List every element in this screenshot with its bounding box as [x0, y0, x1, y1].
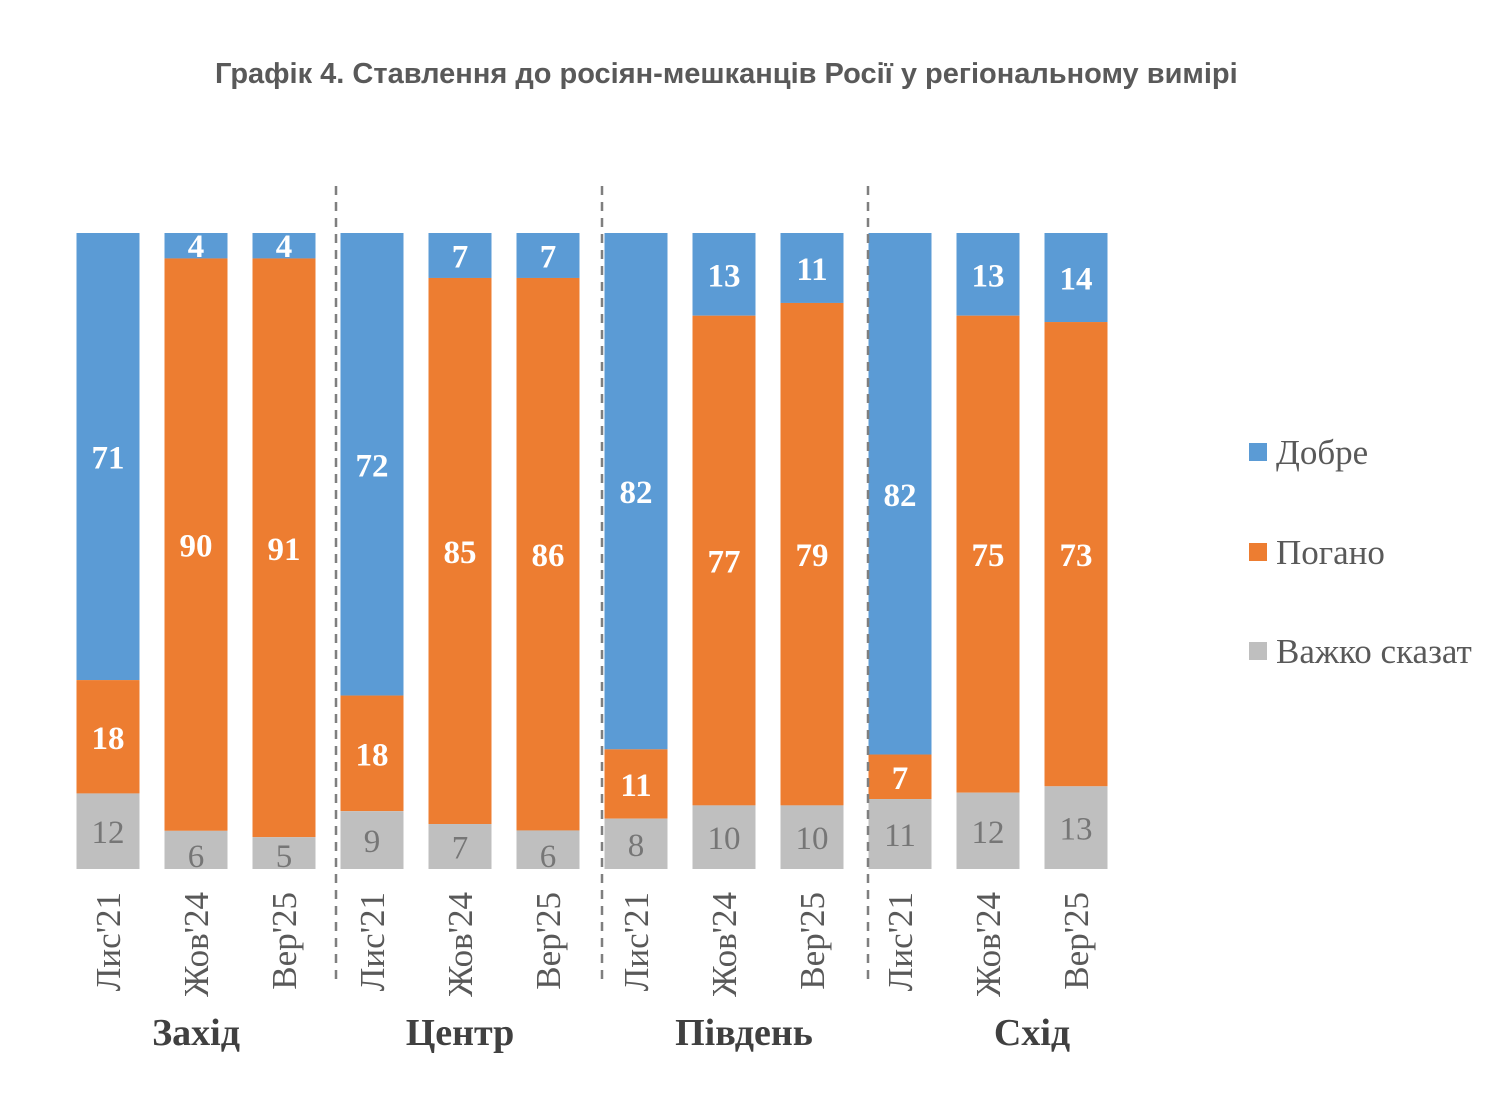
data-label: 82	[884, 478, 917, 514]
data-label: 14	[1060, 262, 1093, 298]
data-label: 6	[188, 839, 205, 875]
bar-segment-good-7	[692, 233, 756, 316]
data-label: 75	[972, 538, 1005, 574]
category-label: Лис'21	[89, 892, 128, 991]
data-label: 77	[708, 545, 741, 581]
bar-segment-hard-11	[1044, 786, 1108, 869]
data-label: 11	[796, 252, 827, 288]
data-label: 12	[972, 815, 1005, 851]
data-label: 18	[92, 721, 125, 757]
bar-segment-hard-4	[428, 824, 492, 869]
group-label: Центр	[406, 1012, 515, 1054]
data-label: 10	[796, 821, 829, 857]
data-label: 91	[268, 532, 301, 568]
bar-segment-hard-6	[604, 818, 668, 869]
bar-segment-hard-7	[692, 805, 756, 869]
category-label: Вер'25	[265, 892, 304, 990]
data-label: 86	[532, 538, 565, 574]
data-label: 12	[92, 815, 125, 851]
category-label: Вер'25	[1057, 892, 1096, 990]
bar-segment-good-9	[868, 233, 932, 755]
bar-segment-hard-9	[868, 799, 932, 869]
data-label: 4	[276, 229, 293, 265]
legend-label: Погано	[1276, 533, 1385, 572]
data-label: 71	[92, 441, 125, 477]
data-label: 4	[188, 229, 205, 265]
category-label: Вер'25	[529, 892, 568, 990]
data-label: 18	[356, 737, 389, 773]
bar-segment-bad-6	[604, 749, 668, 819]
category-label: Жов'24	[969, 892, 1008, 997]
data-label: 5	[276, 839, 293, 875]
bar-segment-hard-5	[516, 830, 580, 869]
legend-swatch	[1249, 642, 1267, 660]
bar-segment-bad-5	[516, 277, 580, 831]
group-label: Захід	[152, 1012, 240, 1054]
legend-swatch	[1249, 543, 1267, 561]
bar-segment-bad-10	[956, 315, 1020, 793]
data-label: 90	[180, 529, 213, 565]
data-label: 13	[708, 258, 741, 294]
data-label: 6	[540, 839, 557, 875]
bar-segment-good-10	[956, 233, 1020, 316]
legend-swatch	[1249, 443, 1267, 461]
data-label: 13	[972, 258, 1005, 294]
legend-label: Важко сказат	[1276, 632, 1472, 671]
category-label: Жов'24	[705, 892, 744, 997]
bar-segment-good-11	[1044, 233, 1108, 323]
bar-segment-bad-11	[1044, 322, 1108, 787]
category-label: Жов'24	[441, 892, 480, 997]
bar-segment-hard-8	[780, 805, 844, 869]
bar-segment-good-8	[780, 233, 844, 303]
data-label: 11	[884, 818, 916, 854]
data-label: 73	[1060, 538, 1093, 574]
category-label: Лис'21	[881, 892, 920, 991]
bar-segment-bad-0	[76, 680, 140, 794]
bar-segment-good-3	[340, 233, 404, 696]
bar-segment-hard-0	[76, 793, 140, 869]
data-label: 13	[1060, 812, 1093, 848]
data-label: 10	[708, 821, 741, 857]
legend-label: Добре	[1276, 433, 1368, 472]
data-label: 7	[452, 831, 469, 867]
bar-segment-bad-8	[780, 302, 844, 806]
group-label: Схід	[994, 1012, 1070, 1054]
category-label: Лис'21	[617, 892, 656, 991]
bar-segment-good-4	[428, 233, 492, 278]
bar-segment-bad-1	[164, 258, 228, 831]
data-label: 79	[796, 538, 829, 574]
bar-segment-good-0	[76, 233, 140, 681]
category-label: Вер'25	[793, 892, 832, 990]
data-label: 85	[444, 535, 477, 571]
bar-segment-good-5	[516, 233, 580, 278]
bar-segment-bad-7	[692, 315, 756, 806]
data-label: 9	[364, 824, 381, 860]
bar-segment-good-1	[164, 233, 228, 259]
data-label: 11	[620, 768, 651, 804]
bar-segment-bad-3	[340, 695, 404, 812]
bar-segment-hard-1	[164, 830, 228, 869]
group-label: Південь	[675, 1012, 813, 1054]
bar-segment-hard-3	[340, 811, 404, 869]
bar-segment-hard-10	[956, 792, 1020, 869]
data-label: 82	[620, 475, 653, 511]
bar-segment-bad-4	[428, 277, 492, 825]
bar-segment-hard-2	[252, 837, 316, 869]
data-label: 8	[628, 828, 645, 864]
bar-segment-good-6	[604, 233, 668, 750]
data-label: 72	[356, 448, 389, 484]
chart-title: Графік 4. Ставлення до росіян-мешканців …	[215, 58, 1238, 90]
bar-segment-bad-9	[868, 754, 932, 800]
data-label: 7	[892, 761, 909, 797]
category-label: Жов'24	[177, 892, 216, 997]
bar-segment-good-2	[252, 233, 316, 259]
data-label: 7	[452, 239, 469, 275]
bar-segment-bad-2	[252, 258, 316, 838]
category-label: Лис'21	[353, 892, 392, 991]
data-label: 7	[540, 239, 557, 275]
